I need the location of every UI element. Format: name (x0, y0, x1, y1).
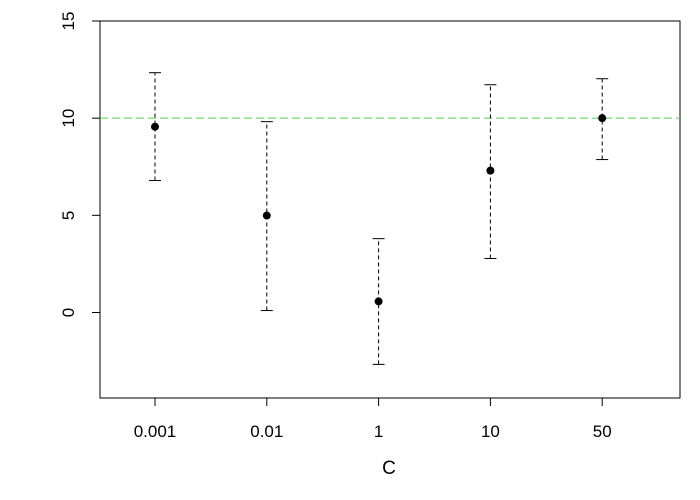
x-tick-label: 1 (374, 422, 383, 441)
x-axis-label: C (382, 458, 396, 479)
y-tick-label: 10 (59, 109, 78, 128)
point (598, 114, 607, 123)
x-tick-label: 50 (593, 422, 612, 441)
y-tick-label: 5 (59, 211, 78, 220)
x-tick-label: 0.001 (134, 422, 177, 441)
plot-box (99, 20, 681, 399)
y-tick-label: 15 (59, 12, 78, 31)
y-tick-label: 0 (59, 308, 78, 317)
point (486, 166, 495, 175)
point (374, 297, 383, 306)
point (262, 211, 271, 220)
x-tick-label: 0.01 (250, 422, 283, 441)
point (151, 122, 159, 131)
x-tick-label: 10 (481, 422, 500, 441)
